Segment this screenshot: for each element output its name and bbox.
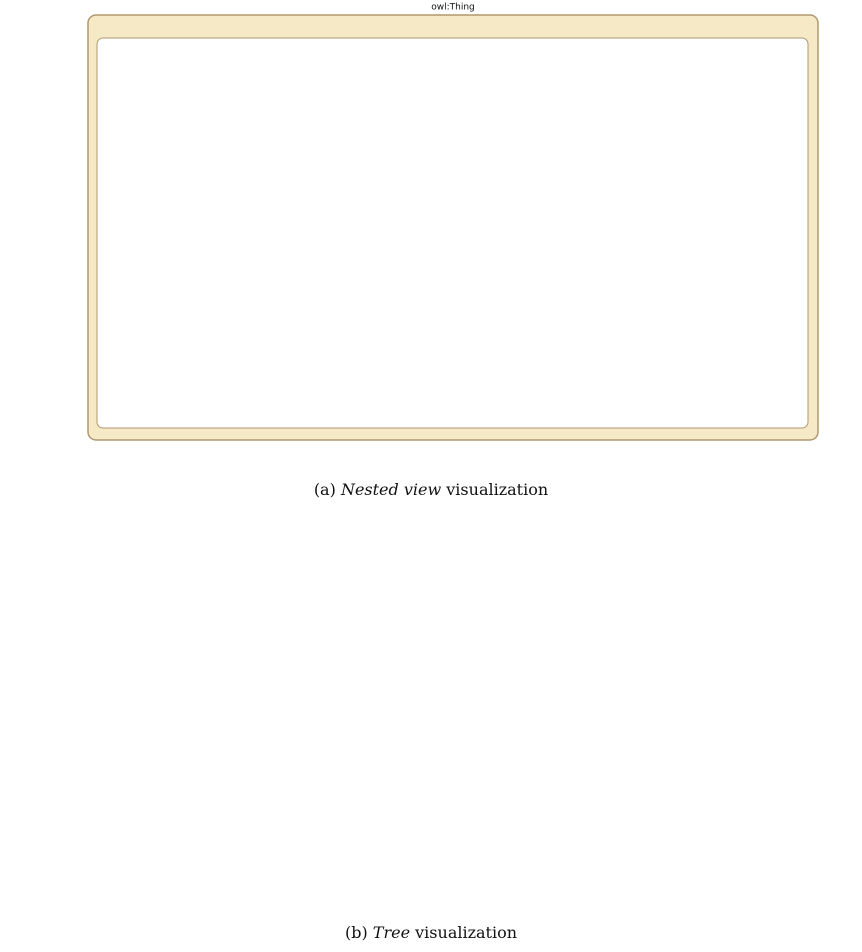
caption-a: (a) Nested view visualization	[0, 480, 862, 499]
caption-name: Tree	[372, 923, 411, 942]
nested-title: owl:Thing	[431, 3, 475, 13]
caption-rest: visualization	[446, 480, 549, 499]
caption-rest: visualization	[415, 923, 518, 942]
caption-label: (a)	[313, 480, 336, 499]
inner-box	[96, 37, 809, 429]
caption-label: (b)	[344, 923, 368, 942]
caption-b: (b) Tree visualization	[0, 923, 862, 942]
caption-name: Nested view	[340, 480, 442, 499]
